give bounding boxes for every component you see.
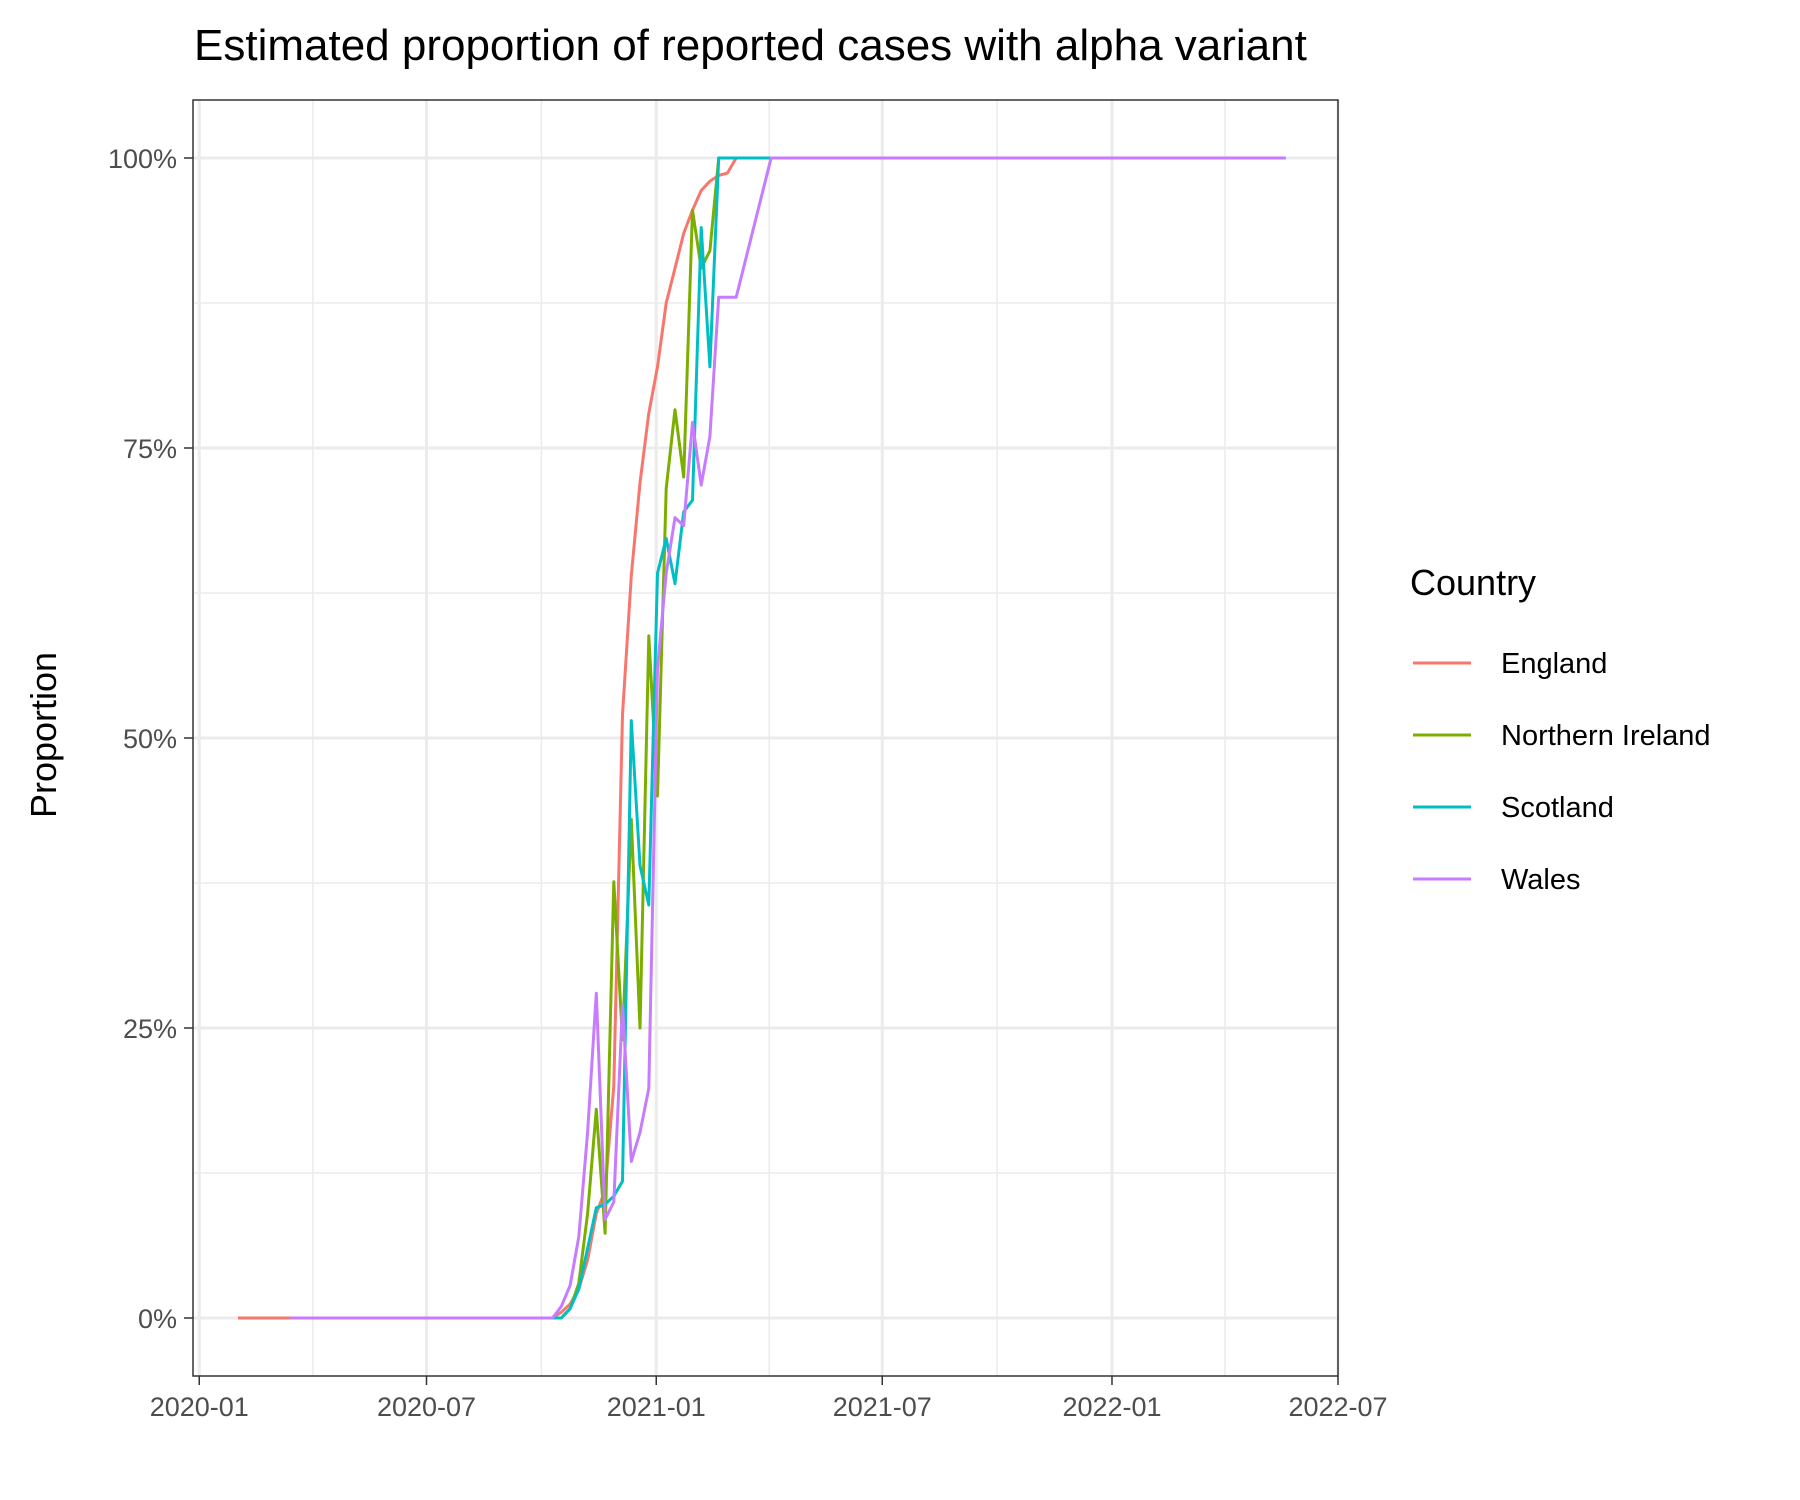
y-axis-title: Proportion bbox=[23, 652, 64, 818]
legend-label: Wales bbox=[1501, 864, 1581, 896]
y-tick-label: 0% bbox=[138, 1304, 177, 1334]
y-tick-label: 100% bbox=[108, 144, 177, 174]
legend-title: Country bbox=[1410, 562, 1536, 603]
x-tick-label: 2021-01 bbox=[607, 1392, 706, 1422]
x-tick-label: 2020-01 bbox=[150, 1392, 249, 1422]
x-tick-label: 2022-07 bbox=[1288, 1392, 1387, 1422]
series-line-northern-ireland bbox=[290, 156, 1286, 1320]
legend-label: Scotland bbox=[1501, 792, 1614, 824]
x-tick-label: 2020-07 bbox=[377, 1392, 476, 1422]
legend: Country England Northern Ireland Scotland W… bbox=[1410, 562, 1711, 896]
legend-label: England bbox=[1501, 648, 1607, 680]
series-line-scotland bbox=[290, 156, 1286, 1320]
x-tick-label: 2022-01 bbox=[1062, 1392, 1161, 1422]
y-tick-label: 50% bbox=[123, 724, 177, 754]
x-tick-label: 2021-07 bbox=[833, 1392, 932, 1422]
series-line-wales bbox=[290, 156, 1286, 1320]
legend-label: Northern Ireland bbox=[1501, 720, 1711, 752]
plot-area: 2020-01 2020-07 2021-01 2021-07 2022-01 2022-… bbox=[108, 99, 1388, 1422]
y-tick-label: 75% bbox=[123, 434, 177, 464]
y-tick-label: 25% bbox=[123, 1014, 177, 1044]
chart-title: Estimated proportion of reported cases w… bbox=[194, 21, 1307, 70]
